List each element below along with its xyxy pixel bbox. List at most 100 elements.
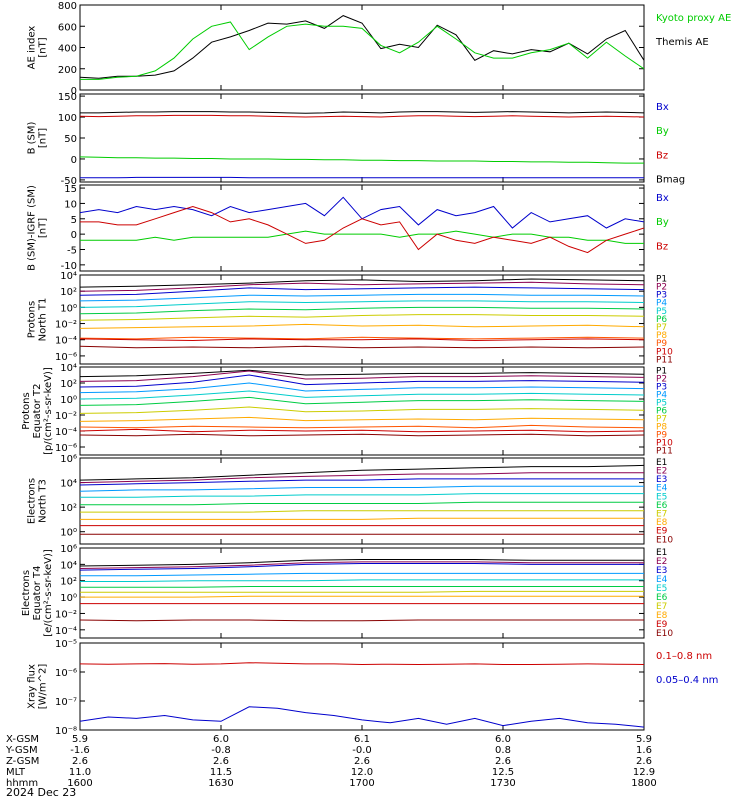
series-line-e3	[80, 563, 644, 571]
legend-label: By	[656, 217, 669, 228]
legend-label: E10	[656, 535, 673, 545]
x-axis-row-value: 5.9	[72, 734, 88, 745]
series-line-p9	[80, 336, 644, 340]
x-axis-row-value: 12.5	[492, 767, 514, 778]
legend-label: P11	[656, 446, 673, 456]
series-line-p10	[80, 338, 644, 342]
x-axis-row-value: 5.9	[636, 734, 652, 745]
panel-frame	[79, 642, 645, 731]
legend-label: E8	[656, 611, 668, 621]
y-tick-label: 10²	[60, 577, 77, 588]
y-tick-label: 10²	[60, 503, 77, 514]
y-axis-label: ElectronsEquator T4[e/(cm²-s-sr-keV)]	[21, 549, 54, 637]
legend-label: P3	[656, 382, 667, 392]
y-axis-label: ProtonsNorth T1	[27, 298, 49, 342]
legend-label: E10	[656, 629, 673, 639]
series-line-p10	[80, 428, 644, 433]
x-axis-row-value: 1730	[490, 778, 515, 789]
legend-label: E1	[656, 548, 667, 558]
legend-label: Bz	[656, 150, 668, 161]
x-axis-row-value: 1600	[67, 778, 92, 789]
legend-label: E3	[656, 475, 667, 485]
x-axis-row-value: 11.5	[210, 767, 232, 778]
legend-label: E7	[656, 602, 667, 612]
y-tick-label: 10⁰	[60, 303, 77, 314]
legend-label: P1	[656, 366, 667, 376]
series-line-p5	[80, 300, 644, 308]
series-line-p8	[80, 323, 644, 329]
series-line-e7	[80, 510, 644, 513]
date-label: 2024 Dec 23	[6, 786, 76, 799]
series-line-p5	[80, 390, 644, 400]
y-tick-label: 10⁰	[60, 593, 77, 604]
x-axis-row-value: 1800	[631, 778, 656, 789]
legend-label: P10	[656, 347, 673, 357]
series-line-p4	[80, 293, 644, 302]
legend-label: E4	[656, 575, 668, 585]
y-axis-label: AE index[nT]	[27, 26, 49, 70]
x-axis-row-value: 2.6	[636, 756, 652, 767]
series-line-e2	[80, 561, 644, 569]
x-axis-row-label: Y-GSM	[5, 745, 38, 756]
y-tick-label: 10⁻⁷	[55, 697, 77, 708]
legend-label: P4	[656, 390, 667, 400]
y-tick-label: 10	[64, 199, 77, 210]
y-axis-label-line: Xray flux	[27, 664, 38, 709]
x-axis-row-value: 11.0	[69, 767, 91, 778]
y-tick-label: 10⁻⁴	[55, 427, 77, 438]
legend-label: P7	[656, 414, 667, 424]
legend-label: P11	[656, 355, 673, 365]
x-axis-row-value: 6.0	[495, 734, 511, 745]
y-tick-label: 400	[58, 44, 77, 55]
series-line-e5	[80, 493, 644, 498]
legend-label: E2	[656, 466, 667, 476]
y-tick-label: 10⁴	[60, 479, 77, 490]
y-axis-label-line: Protons	[27, 301, 38, 338]
y-tick-label: 10⁻⁸	[55, 726, 77, 737]
legend-label: P6	[656, 406, 667, 416]
x-axis-row-value: 12.9	[633, 767, 655, 778]
series-line-p3	[80, 374, 644, 388]
y-axis-label: B (SM)-IGRF (SM)[nT]	[27, 185, 49, 271]
legend-label: E6	[656, 593, 668, 603]
y-tick-label: 600	[58, 22, 77, 33]
x-axis-row-label: hhmm	[6, 778, 38, 789]
legend-label: P7	[656, 323, 667, 333]
series-line-p7	[80, 314, 644, 321]
series-line-bmag	[80, 111, 644, 114]
legend-label: P5	[656, 307, 667, 317]
series-line-p2	[80, 281, 644, 292]
series-line-e6	[80, 501, 644, 506]
legend-label: E8	[656, 518, 668, 528]
series-line-e8	[80, 595, 644, 598]
x-axis-row-value: 1.6	[636, 745, 652, 756]
series-line-p4	[80, 382, 644, 394]
x-axis-row-label: X-GSM	[6, 734, 39, 745]
series-line-e3	[80, 478, 644, 486]
y-tick-label: 10⁻⁴	[55, 626, 77, 637]
series-line-e1	[80, 559, 644, 567]
legend-label: E5	[656, 584, 667, 594]
legend-label: E3	[656, 566, 667, 576]
series-line-kyoto-proxy-ae	[80, 21, 644, 80]
y-tick-label: 10⁶	[60, 454, 77, 465]
panel-1: 0 200 400 600 800 AE index[nT] Kyoto proxy AE T…	[27, 1, 732, 97]
legend-label: P9	[656, 430, 667, 440]
y-tick-label: 50	[64, 134, 77, 145]
legend-label: P8	[656, 331, 667, 341]
y-axis-label: ElectronsNorth T3	[27, 478, 49, 524]
y-tick-label: 10⁻⁶	[55, 443, 77, 454]
series-line-bz	[80, 114, 644, 118]
x-axis-row-label: MLT	[6, 767, 26, 778]
y-tick-label: 10⁶	[60, 544, 77, 555]
x-axis-row-value: 2.6	[213, 756, 229, 767]
y-axis-label: Xray flux[W/m^2]	[27, 664, 49, 710]
legend-label: Themis AE	[655, 37, 709, 48]
legend-label: P10	[656, 438, 673, 448]
y-tick-label: 0	[71, 86, 77, 97]
y-tick-label: 10⁻²	[55, 320, 77, 331]
y-axis-label-line: [nT]	[38, 37, 49, 57]
series-line-e7	[80, 590, 644, 593]
